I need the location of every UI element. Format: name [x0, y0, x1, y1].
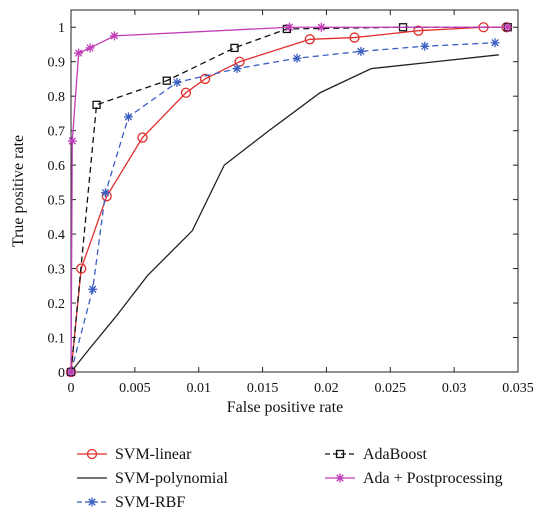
series-line-svm-rbf	[70, 42, 496, 373]
data-point-svm-rbf	[292, 53, 302, 63]
x-tick-label: 0.035	[502, 381, 534, 396]
series-line-svm-linear	[70, 26, 507, 373]
y-axis-title: True positive rate	[10, 135, 27, 247]
data-point-ada-postprocessing	[85, 43, 95, 53]
series-svm-polynomial	[70, 54, 499, 373]
data-point-svm-rbf	[100, 188, 110, 198]
y-tick-label: 0.7	[48, 125, 66, 140]
data-point-svm-linear	[199, 73, 211, 85]
data-point-adaboost	[162, 76, 171, 85]
legend-label: SVM-RBF	[115, 494, 185, 511]
data-point-adaboost	[92, 100, 101, 109]
y-tick-label: 0.9	[48, 56, 66, 71]
data-point-svm-rbf	[356, 46, 366, 56]
y-tick-label: 0.4	[48, 228, 66, 243]
data-point-ada-postprocessing	[316, 22, 326, 32]
legend-marker	[86, 448, 98, 460]
x-axis-ticks: 0 0.005 0.01 0.015 0.02 0.025 0.03 0.035	[68, 10, 534, 396]
data-point-svm-linear	[304, 34, 315, 45]
data-point-svm-linear	[413, 25, 424, 36]
series-layer	[65, 22, 513, 378]
legend-marker	[335, 449, 345, 459]
y-tick-label: 0.6	[48, 159, 66, 174]
y-tick-label: 0.1	[48, 332, 66, 347]
x-tick-label: 0.005	[119, 381, 151, 396]
data-point-svm-rbf	[490, 38, 500, 48]
y-tick-label: 0.2	[48, 297, 66, 312]
data-point-svm-rbf	[420, 41, 430, 51]
y-tick-label: 0.3	[48, 263, 66, 278]
y-tick-label: 0.8	[48, 90, 66, 105]
y-axis-ticks: 0 0.1 0.2 0.3 0.4 0.5 0.6 0.7 0.8 0.9 1	[48, 21, 518, 381]
data-point-svm-rbf	[172, 77, 182, 87]
plot-area	[70, 9, 519, 373]
data-point-svm-rbf	[232, 64, 242, 74]
legend: SVM-linear SVM-polynomial SVM-RBF AdaBoost A…	[77, 446, 503, 511]
data-point-ada-postprocessing	[109, 31, 119, 41]
legend-label: AdaBoost	[363, 446, 428, 463]
series-line-svm-polynomial	[70, 54, 499, 373]
data-point-svm-linear	[180, 87, 192, 98]
legend-item-adaboost: AdaBoost	[325, 446, 428, 463]
x-tick-label: 0.025	[375, 381, 407, 396]
legend-label: Ada + Postprocessing	[363, 470, 503, 487]
legend-marker	[335, 473, 345, 483]
series-svm-rbf	[66, 38, 500, 377]
x-tick-label: 0.015	[247, 381, 279, 396]
data-point-ada-postprocessing	[74, 48, 84, 58]
data-point-svm-rbf	[123, 112, 133, 122]
legend-label: SVM-linear	[115, 446, 192, 463]
data-point-svm-linear	[137, 132, 148, 143]
legend-item-ada-postprocessing: Ada + Postprocessing	[325, 470, 503, 487]
data-point-ada-postprocessing	[503, 22, 513, 32]
legend-item-svm-polynomial: SVM-polynomial	[77, 470, 228, 487]
x-tick-label: 0.01	[186, 381, 211, 396]
data-point-ada-postprocessing	[67, 136, 77, 146]
y-tick-label: 0.5	[48, 194, 66, 209]
y-tick-label: 0	[58, 366, 65, 381]
data-point-ada-postprocessing	[66, 367, 76, 377]
series-line-ada-postprocessing	[70, 26, 508, 373]
legend-item-svm-rbf: SVM-RBF	[77, 494, 185, 511]
series-ada-postprocessing	[66, 22, 513, 377]
legend-label: SVM-polynomial	[115, 470, 228, 487]
data-point-adaboost	[230, 43, 239, 53]
y-tick-label: 1	[58, 21, 65, 36]
x-tick-label: 0	[68, 381, 75, 396]
data-point-svm-linear	[349, 32, 360, 43]
data-point-svm-linear	[76, 263, 87, 274]
x-tick-label: 0.03	[442, 381, 467, 396]
legend-marker	[87, 497, 97, 507]
data-point-svm-rbf	[88, 284, 98, 294]
legend-item-svm-linear: SVM-linear	[77, 446, 192, 463]
data-point-ada-postprocessing	[284, 22, 294, 32]
x-axis-title: False positive rate	[227, 399, 343, 416]
x-tick-label: 0.02	[314, 381, 339, 396]
